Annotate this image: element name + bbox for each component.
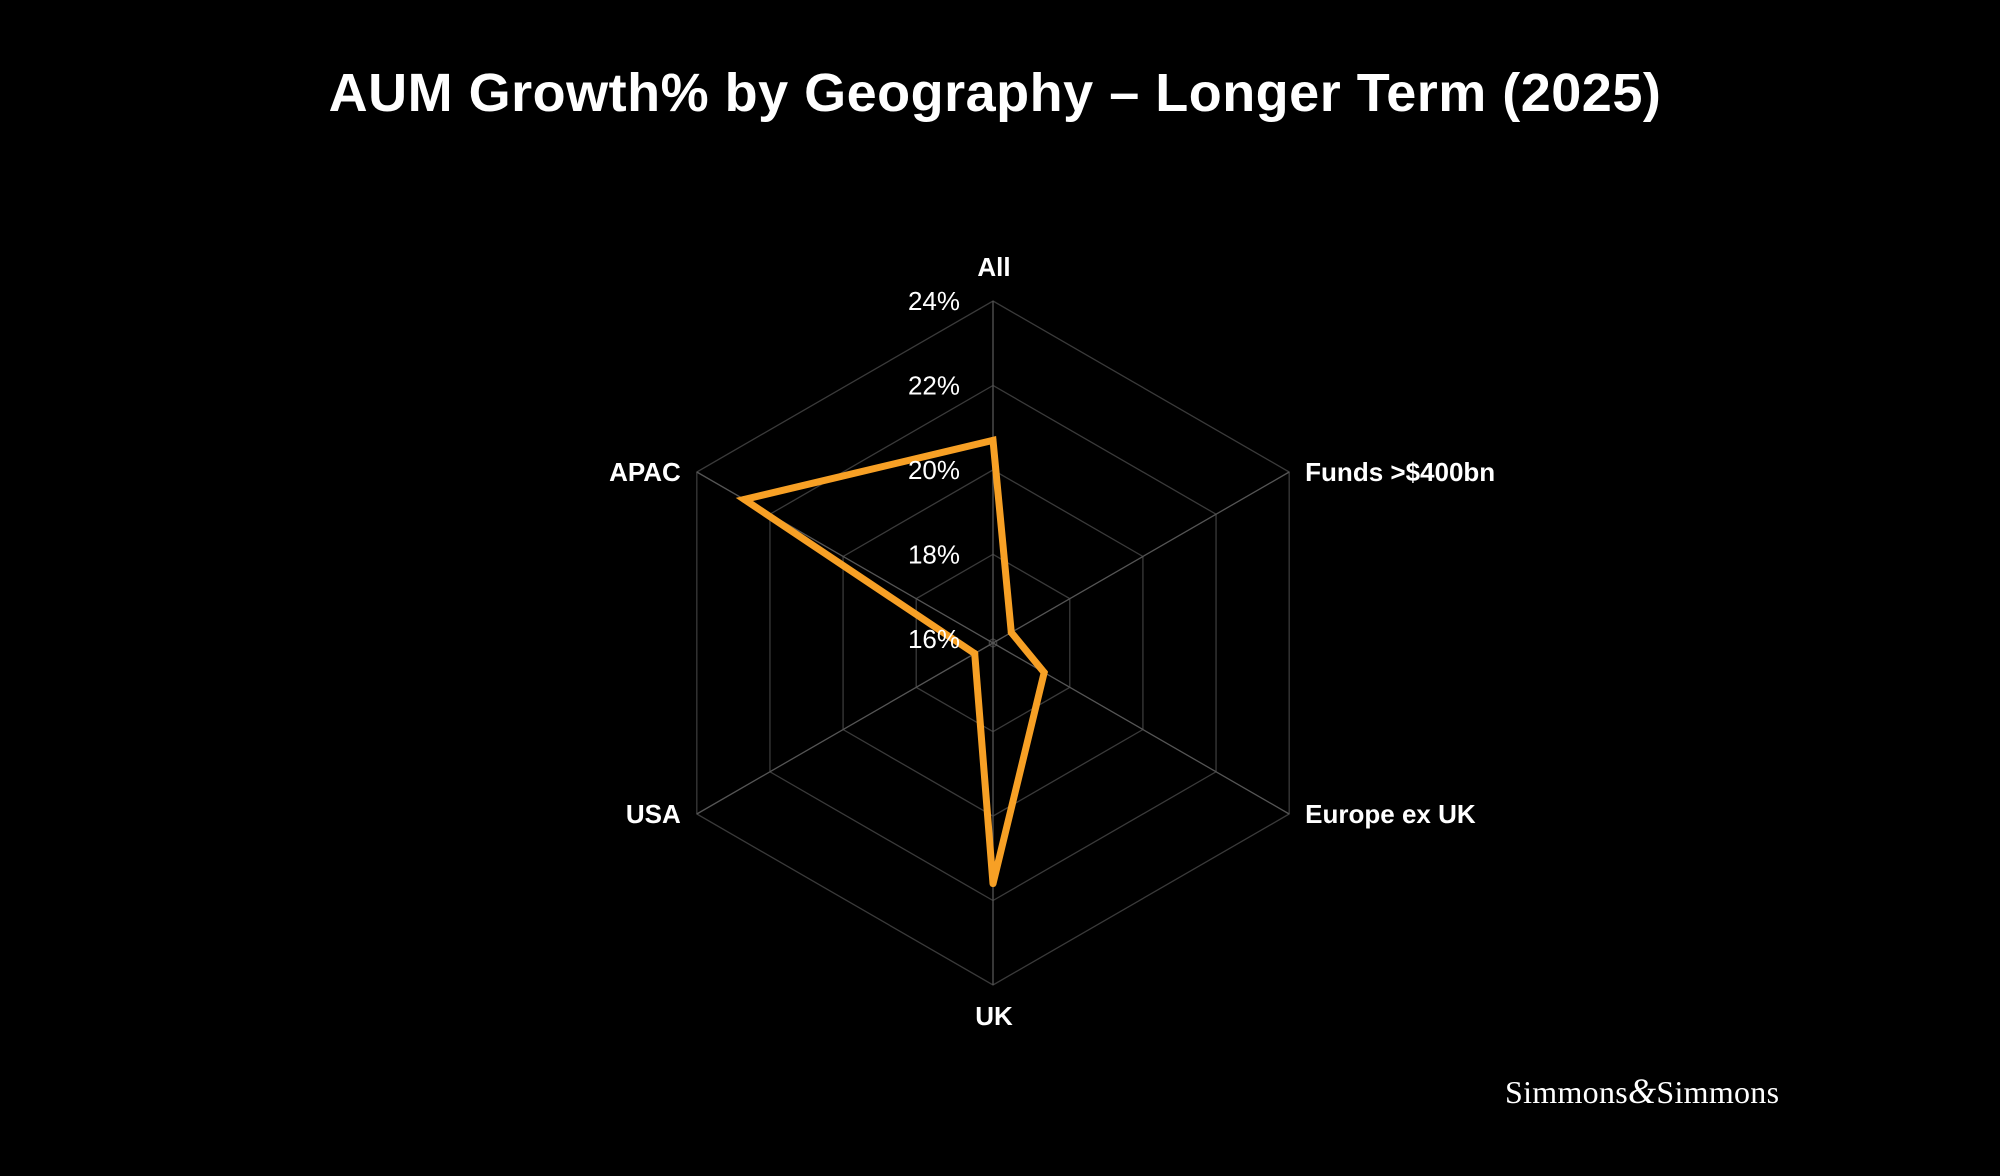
- grid-spoke-1: [992, 471, 1290, 644]
- axis-label-1: Funds >$400bn: [1305, 457, 1495, 487]
- data-point-3: [989, 880, 997, 888]
- grid-spoke-4: [696, 642, 994, 815]
- axis-label-2: Europe ex UK: [1305, 799, 1476, 829]
- axis-label-3: UK: [975, 1001, 1013, 1031]
- brand-logo-left: Simmons: [1505, 1074, 1629, 1110]
- radar-series: [735, 435, 1049, 888]
- tick-label-0: 16%: [908, 624, 960, 654]
- tick-label-4: 24%: [908, 286, 960, 316]
- tick-label-1: 18%: [908, 539, 960, 569]
- axis-label-5: APAC: [609, 457, 681, 487]
- chart-title: AUM Growth% by Geography – Longer Term (…: [328, 63, 1662, 123]
- data-point-1: [1007, 628, 1015, 636]
- series-line-0: [735, 435, 1049, 885]
- brand-logo-ampersand: &: [1628, 1071, 1657, 1111]
- data-point-2: [1040, 669, 1048, 677]
- data-point-0: [989, 436, 997, 444]
- brand-logo-right: Simmons: [1656, 1074, 1780, 1110]
- tick-label-2: 20%: [908, 455, 960, 485]
- brand-logo: Simmons&Simmons: [1505, 1070, 1779, 1112]
- axis-label-0: All: [977, 252, 1010, 282]
- radar-labels: 16% 18% 20% 22% 24% All Funds >$400bn Europe ex…: [609, 252, 1495, 1031]
- data-point-5: [740, 495, 748, 503]
- tick-label-3: 22%: [908, 370, 960, 400]
- data-point-4: [971, 650, 979, 658]
- axis-label-4: USA: [626, 799, 681, 829]
